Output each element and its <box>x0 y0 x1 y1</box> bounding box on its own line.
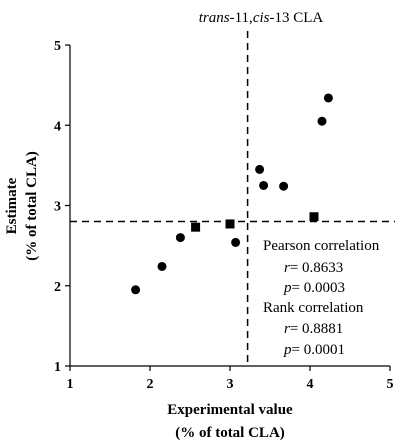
y-tick-label: 3 <box>54 200 61 215</box>
x-axis-label-line1: Experimental value <box>167 402 293 418</box>
pearson-p-var: p <box>283 280 292 296</box>
title-part-rest: -11, <box>230 10 253 26</box>
x-tick-label: 1 <box>67 377 74 392</box>
data-points <box>131 93 333 295</box>
rank-r: r= 0.8881 <box>284 321 343 337</box>
x-tick-label: 5 <box>387 377 394 392</box>
pearson-p-value: = 0.0003 <box>292 280 345 296</box>
pearson-p: p= 0.0003 <box>283 280 345 296</box>
data-point-square <box>191 222 201 232</box>
x-tick-label: 3 <box>227 377 234 392</box>
data-point-circle <box>157 261 167 271</box>
data-point-square <box>309 212 319 222</box>
y-tick-label: 4 <box>54 119 61 134</box>
y-axis-label-line2: (% of total CLA) <box>24 151 40 261</box>
rank-r-value: = 0.8881 <box>290 321 343 337</box>
data-point-circle <box>259 180 269 190</box>
pearson-r: r= 0.8633 <box>284 260 343 276</box>
axis-ticks: 1 2 3 4 5 1 2 3 4 5 <box>54 39 394 392</box>
y-tick-label: 5 <box>54 39 61 54</box>
rank-p: p= 0.0001 <box>283 342 345 358</box>
x-tick-label: 4 <box>307 377 314 392</box>
plot-area: 1 2 3 4 5 1 2 3 4 5 <box>54 31 395 392</box>
pearson-r-var: r <box>284 260 290 276</box>
title-part-italic2: cis <box>253 10 270 26</box>
title-part-rest2: -13 CLA <box>269 10 323 26</box>
y-tick-label: 1 <box>54 360 61 375</box>
y-axis-label-line1: Estimate <box>4 177 20 234</box>
stats-annotation: Pearson correlation r= 0.8633 p= 0.0003 … <box>263 238 380 358</box>
chart-title: trans-11,cis-13 CLA <box>199 10 324 26</box>
rank-p-value: = 0.0001 <box>292 342 345 358</box>
x-axis-label-line2: (% of total CLA) <box>175 425 285 441</box>
data-point-circle <box>323 93 333 103</box>
pearson-r-value: = 0.8633 <box>290 260 343 276</box>
data-point-circle <box>131 285 141 295</box>
title-part-italic: trans <box>199 10 230 26</box>
data-point-square <box>225 219 235 229</box>
data-point-circle <box>255 164 265 174</box>
rank-p-var: p <box>283 342 292 358</box>
pearson-label: Pearson correlation <box>263 238 380 254</box>
x-tick-label: 2 <box>147 377 154 392</box>
y-tick-label: 2 <box>54 280 61 295</box>
rank-label: Rank correlation <box>263 300 364 316</box>
data-point-circle <box>279 181 289 191</box>
data-point-circle <box>317 116 327 126</box>
data-point-circle <box>175 233 185 243</box>
rank-r-var: r <box>284 321 290 337</box>
data-point-circle <box>231 237 241 247</box>
